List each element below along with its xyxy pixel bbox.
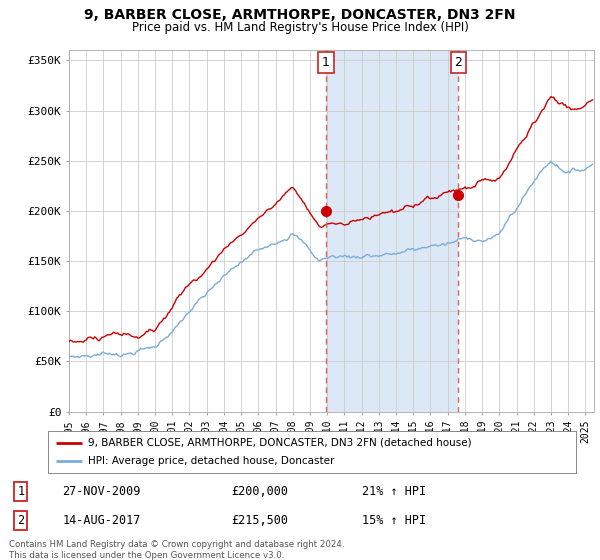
Text: 2: 2 bbox=[17, 514, 25, 527]
Text: 1: 1 bbox=[17, 485, 25, 498]
Text: £200,000: £200,000 bbox=[232, 485, 289, 498]
Text: 14-AUG-2017: 14-AUG-2017 bbox=[62, 514, 141, 527]
Text: 27-NOV-2009: 27-NOV-2009 bbox=[62, 485, 141, 498]
Text: Contains HM Land Registry data © Crown copyright and database right 2024.
This d: Contains HM Land Registry data © Crown c… bbox=[9, 540, 344, 560]
Text: 15% ↑ HPI: 15% ↑ HPI bbox=[362, 514, 427, 527]
Bar bbox=[326, 50, 458, 412]
Text: 1: 1 bbox=[322, 56, 330, 69]
Text: 2: 2 bbox=[454, 56, 462, 69]
Text: Price paid vs. HM Land Registry's House Price Index (HPI): Price paid vs. HM Land Registry's House … bbox=[131, 21, 469, 34]
Text: £215,500: £215,500 bbox=[232, 514, 289, 527]
Text: HPI: Average price, detached house, Doncaster: HPI: Average price, detached house, Donc… bbox=[88, 456, 334, 466]
Text: 21% ↑ HPI: 21% ↑ HPI bbox=[362, 485, 427, 498]
Text: 9, BARBER CLOSE, ARMTHORPE, DONCASTER, DN3 2FN (detached house): 9, BARBER CLOSE, ARMTHORPE, DONCASTER, D… bbox=[88, 438, 471, 448]
Text: 9, BARBER CLOSE, ARMTHORPE, DONCASTER, DN3 2FN: 9, BARBER CLOSE, ARMTHORPE, DONCASTER, D… bbox=[84, 8, 516, 22]
